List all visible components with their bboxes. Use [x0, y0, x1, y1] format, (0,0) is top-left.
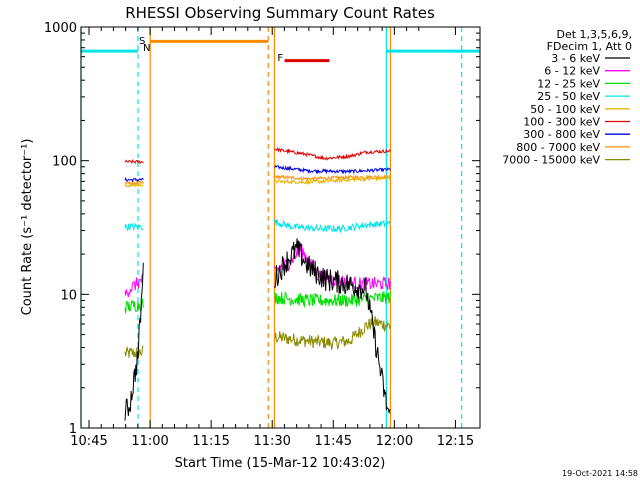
legend-label: 50 - 100 keV — [530, 103, 600, 116]
legend-label: 12 - 25 keV — [537, 77, 600, 90]
x-tick-label: 11:30 — [253, 434, 290, 449]
series-line-300-800-keV-0 — [124, 176, 144, 183]
series-line-7000-15000-keV-0 — [124, 345, 144, 358]
legend-label: 6 - 12 keV — [544, 65, 600, 78]
x-tick-label: 12:00 — [376, 434, 413, 449]
plot-area: SN F — [80, 27, 480, 428]
series-line-7000-15000-keV-1 — [274, 315, 391, 350]
annotation-saa: S — [139, 36, 145, 47]
series-line-100-300-keV-0 — [124, 159, 144, 165]
y-tick-label: 1000 — [44, 21, 77, 36]
legend-label: 3 - 6 keV — [551, 52, 600, 65]
series-line-6-12-keV-1 — [273, 243, 391, 291]
x-tick-label: 12:15 — [437, 434, 474, 449]
y-tick-label: 1 — [69, 422, 77, 437]
x-tick-label: 11:15 — [192, 434, 229, 449]
series-line-300-800-keV-1 — [274, 164, 391, 175]
x-tick-label: 10:45 — [70, 434, 107, 449]
series-line-50-100-keV-0 — [124, 182, 144, 189]
annotation-flare: F — [277, 53, 283, 64]
chart-title: RHESSI Observing Summary Count Rates — [125, 4, 435, 22]
y-tick-label: 100 — [52, 155, 77, 170]
annotation-night: N — [143, 43, 150, 54]
axes: 1 10 100 1000 10:45 11:00 11:15 11:30 11:45 12:00… — [44, 21, 481, 449]
x-axis-label: Start Time (15-Mar-12 10:43:02) — [175, 456, 386, 471]
series-line-12-25-keV-1 — [273, 290, 391, 309]
series-line-6-12-keV-0 — [124, 272, 144, 298]
legend-header-line: Det 1,3,5,6,9, — [556, 28, 632, 41]
x-tick-label: 11:00 — [131, 434, 168, 449]
footer-timestamp: 19-Oct-2021 14:58 — [562, 469, 638, 478]
plot-frame — [80, 26, 481, 429]
legend-header-line: FDecim 1, Att 0 — [547, 40, 632, 53]
legend-label: 800 - 7000 keV — [516, 141, 600, 154]
legend-label: 25 - 50 keV — [537, 90, 600, 103]
series-line-25-50-keV-1 — [273, 219, 391, 234]
series-line-12-25-keV-0 — [124, 297, 144, 314]
legend-label: 7000 - 15000 keV — [502, 154, 600, 167]
series-line-800-7000-keV-0 — [124, 180, 144, 187]
y-axis-label: Count Rate (s⁻¹ detector⁻¹) — [20, 139, 35, 316]
legend-label: 300 - 800 keV — [523, 128, 600, 141]
x-tick-label: 11:45 — [315, 434, 352, 449]
series-line-100-300-keV-1 — [274, 146, 391, 161]
series-line-800-7000-keV-1 — [274, 174, 391, 182]
legend: Det 1,3,5,6,9,FDecim 1, Att 03 - 6 keV6 … — [502, 28, 632, 167]
series-line-3-6-keV-0 — [124, 262, 144, 421]
series-line-25-50-keV-0 — [124, 222, 144, 232]
series-line-50-100-keV-1 — [274, 175, 391, 185]
y-tick-label: 10 — [60, 288, 77, 303]
legend-label: 100 - 300 keV — [523, 116, 600, 129]
series-line-3-6-keV-1 — [274, 238, 391, 414]
